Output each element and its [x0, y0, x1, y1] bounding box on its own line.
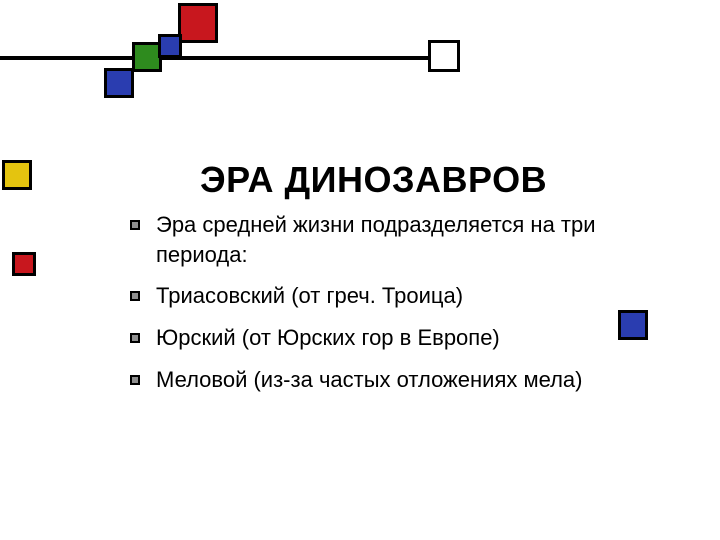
- deco-square-red-top: [178, 3, 218, 43]
- bullet-icon: [130, 375, 140, 385]
- bullet-list: Эра средней жизни подразделяется на три …: [130, 210, 660, 406]
- list-item-text: Триасовский (от греч. Троица): [156, 281, 660, 311]
- top-rule: [0, 56, 455, 60]
- list-item: Эра средней жизни подразделяется на три …: [130, 210, 660, 269]
- deco-square-yellow-left: [2, 160, 32, 190]
- slide: ЭРА ДИНОЗАВРОВ Эра средней жизни подразд…: [0, 0, 720, 540]
- list-item-text: Юрский (от Юрских гор в Европе): [156, 323, 660, 353]
- list-item: Триасовский (от греч. Троица): [130, 281, 660, 311]
- deco-square-blue-top: [158, 34, 182, 58]
- list-item: Меловой (из-за частых отложениях мела): [130, 365, 660, 395]
- list-item-text: Меловой (из-за частых отложениях мела): [156, 365, 660, 395]
- bullet-icon: [130, 220, 140, 230]
- slide-title: ЭРА ДИНОЗАВРОВ: [200, 159, 547, 201]
- list-item-text: Эра средней жизни подразделяется на три …: [156, 210, 660, 269]
- deco-square-outline-right: [428, 40, 460, 72]
- deco-square-blue-bottom: [104, 68, 134, 98]
- deco-square-red-left: [12, 252, 36, 276]
- list-item: Юрский (от Юрских гор в Европе): [130, 323, 660, 353]
- bullet-icon: [130, 333, 140, 343]
- bullet-icon: [130, 291, 140, 301]
